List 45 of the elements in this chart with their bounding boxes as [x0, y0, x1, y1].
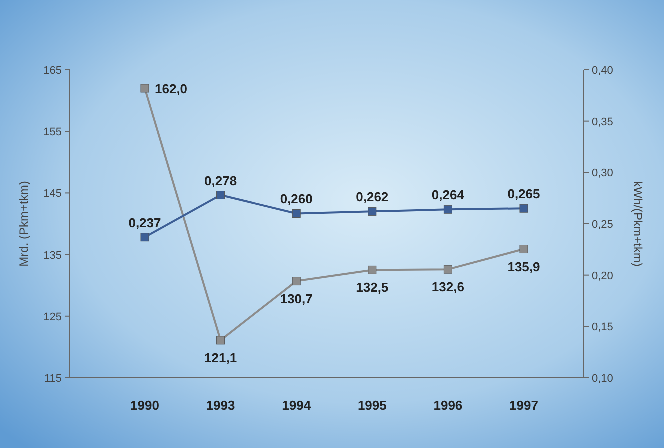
point	[140, 233, 150, 242]
data-label: 0,265	[508, 186, 540, 202]
data-label: 135,9	[508, 259, 540, 274]
point	[216, 191, 226, 200]
data-label: 0,278	[204, 173, 238, 188]
x-tick-label: 1995	[358, 398, 387, 413]
y2-tick-label: 0,35	[592, 116, 614, 128]
y-tick-label: 145	[44, 188, 62, 200]
x-tick-label: 1994	[282, 398, 312, 413]
y2-tick-label: 0,30	[592, 168, 614, 180]
point	[216, 336, 226, 345]
x-tick-label: 1990	[130, 398, 160, 413]
y-axis-title: Mrd. (Pkm+tkm)	[17, 181, 31, 267]
y-tick-label: 155	[44, 126, 62, 139]
point	[444, 265, 452, 274]
x-tick-label: 1997	[510, 398, 538, 413]
point	[368, 207, 377, 216]
data-label: 0,262	[356, 190, 389, 205]
y2-tick-label: 0,20	[592, 270, 614, 282]
x-tick-label: 1996	[434, 398, 463, 413]
point	[140, 84, 150, 93]
point	[292, 277, 301, 286]
x-tick-label: 1993	[206, 398, 236, 413]
y2-tick-label: 0,10	[592, 373, 614, 385]
data-label: 130,7	[280, 291, 313, 306]
y-tick-label: 125	[44, 311, 62, 324]
y-tick-label: 115	[44, 373, 62, 385]
data-label: 0,237	[128, 215, 162, 230]
point	[292, 209, 301, 218]
y2-tick-label: 0,25	[592, 219, 614, 231]
y2-tick-label: 0,15	[592, 322, 614, 334]
point	[368, 266, 377, 274]
data-label: 132,5	[356, 280, 389, 296]
data-label: 121,1	[204, 350, 238, 366]
point	[444, 205, 452, 214]
data-label: 132,6	[432, 280, 464, 295]
y2-axis-title: kWh/(Pkm+tkm)	[631, 181, 645, 267]
data-label: 162,0	[155, 81, 188, 96]
data-label: 0,260	[280, 192, 313, 207]
y-tick-label: 135	[44, 250, 62, 262]
y-tick-label: 165	[44, 65, 62, 77]
y2-tick-label: 0,40	[592, 65, 614, 77]
point	[520, 204, 528, 213]
point	[520, 245, 528, 254]
data-label: 0,264	[432, 188, 466, 203]
